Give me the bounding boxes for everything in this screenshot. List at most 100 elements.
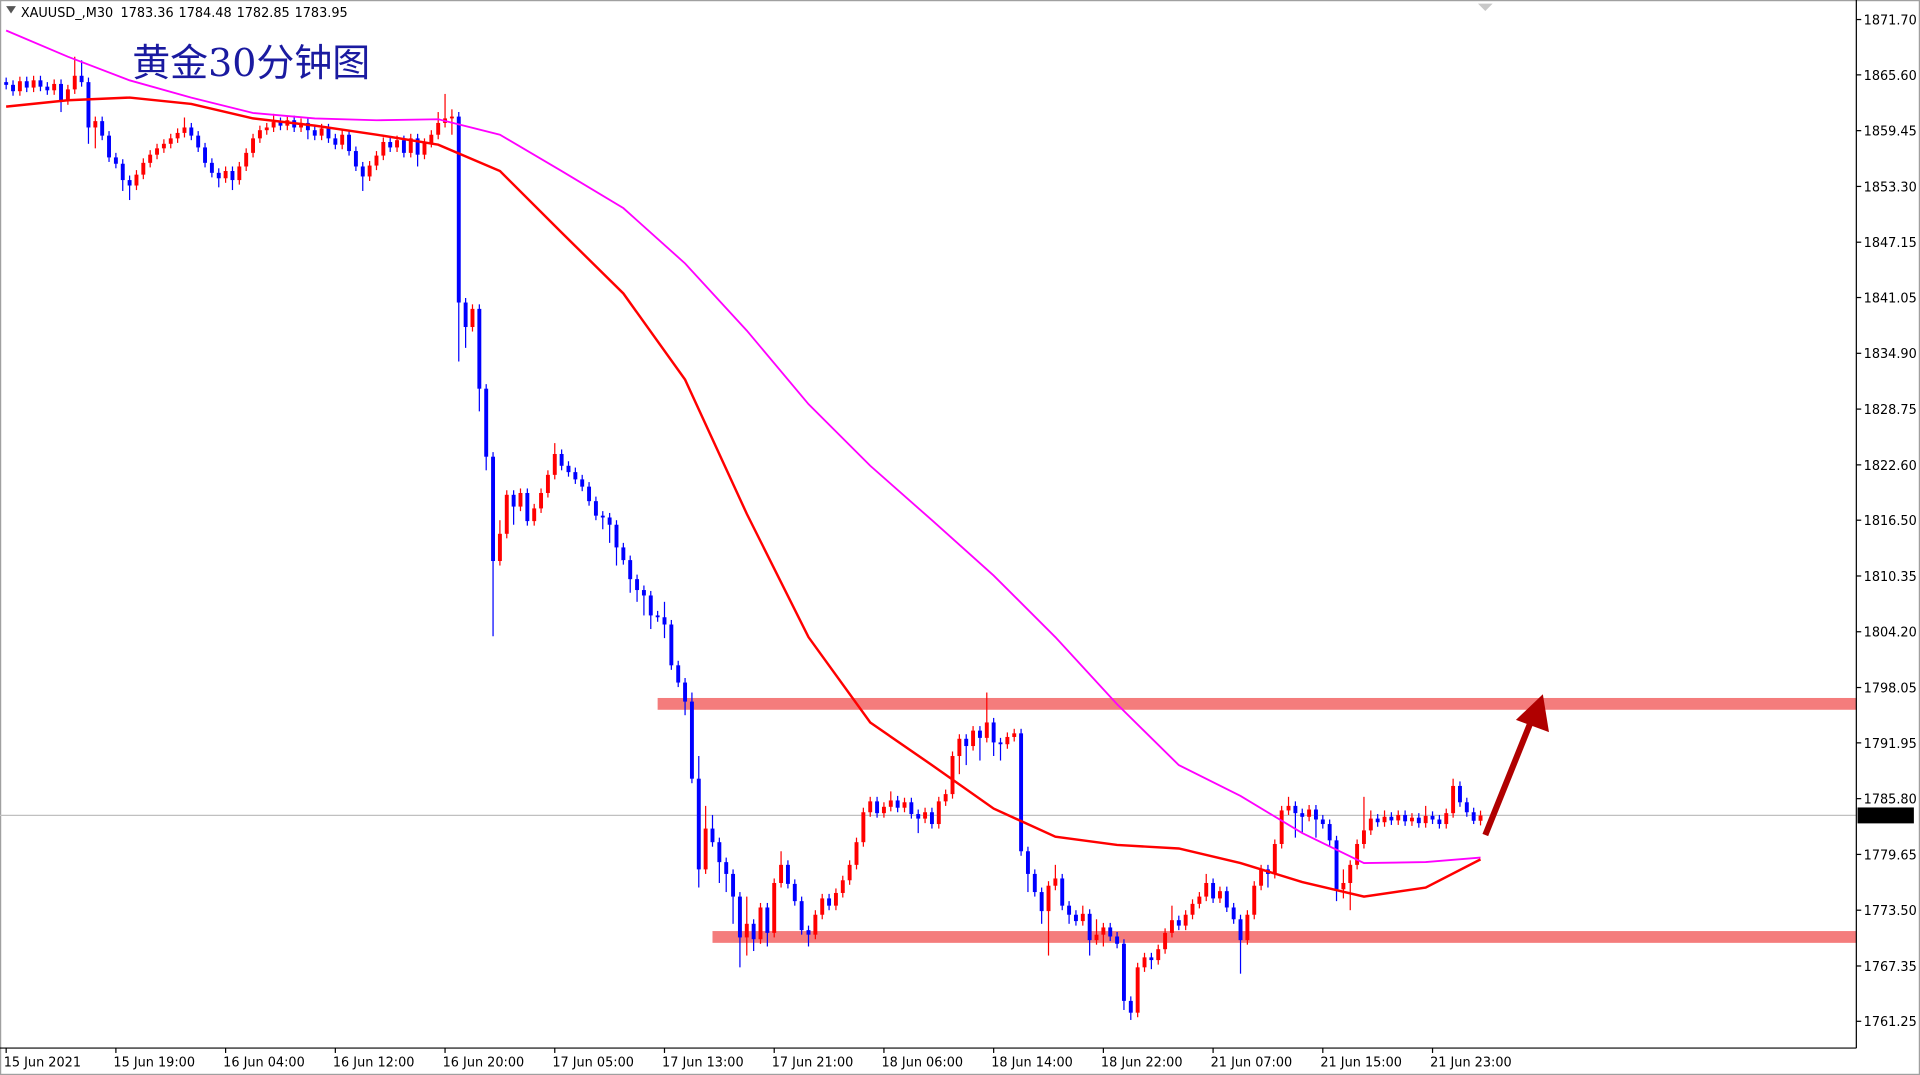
x-tick-label: 17 Jun 05:00	[552, 1055, 634, 1070]
candle-body	[237, 166, 242, 181]
candle-body	[683, 682, 688, 702]
candle-body	[1142, 957, 1147, 968]
candle-body	[1060, 878, 1065, 906]
x-tick-label: 16 Jun 20:00	[443, 1055, 525, 1070]
candle-body	[120, 163, 125, 181]
candle-body	[223, 171, 228, 179]
x-tick-label: 21 Jun 15:00	[1320, 1055, 1402, 1070]
candle-body	[648, 595, 653, 616]
price-label: 1783.95	[1861, 809, 1914, 824]
y-tick-label: 1761.25	[1864, 1015, 1917, 1030]
shift-marker	[1477, 3, 1493, 12]
candle-body	[861, 812, 866, 843]
candle-body	[792, 883, 797, 902]
candle-body	[11, 84, 15, 92]
candle-body	[923, 812, 928, 819]
candle-body	[1361, 830, 1366, 844]
x-tick-label: 18 Jun 06:00	[881, 1055, 963, 1070]
candle-body	[1423, 815, 1428, 824]
candle-body	[1005, 736, 1010, 745]
x-tick-label: 16 Jun 04:00	[223, 1055, 305, 1070]
candle-body	[24, 81, 29, 88]
candle-body	[381, 141, 386, 156]
candle-body	[1128, 1000, 1133, 1013]
candle-body	[689, 701, 694, 779]
candle-body	[141, 162, 146, 175]
symbol-header: XAUUSD_,M30 1783.36 1784.48 1782.85 1783.95	[21, 6, 348, 21]
candle-body	[72, 75, 77, 90]
candle-body	[45, 86, 50, 91]
y-tick-label: 1767.35	[1864, 960, 1917, 975]
candle-body	[312, 130, 317, 136]
low-value: 1782.85	[237, 6, 290, 21]
candle-body	[1259, 869, 1264, 886]
candle-body	[916, 814, 921, 819]
x-tick-label: 21 Jun 23:00	[1430, 1055, 1512, 1070]
candle-body	[813, 914, 818, 935]
candle-body	[1176, 920, 1181, 926]
price-band	[657, 697, 1857, 710]
y-tick-label: 1847.15	[1864, 236, 1917, 251]
candle-body	[196, 135, 201, 148]
candle-body	[854, 842, 859, 865]
candle-body	[1382, 816, 1387, 823]
candle-body	[614, 524, 619, 548]
candle-body	[875, 801, 880, 814]
candle-body	[641, 590, 646, 596]
candle-body	[353, 151, 358, 167]
candle-body	[216, 172, 221, 179]
candle-body	[278, 122, 283, 126]
candle-body	[703, 828, 708, 870]
candle-body	[909, 802, 914, 815]
candle-body	[477, 308, 482, 389]
candle-body	[244, 152, 249, 167]
candle-body	[134, 174, 139, 186]
y-tick-label: 1834.90	[1864, 347, 1917, 362]
x-tick-label: 17 Jun 21:00	[772, 1055, 854, 1070]
candle-body	[580, 479, 585, 487]
close-value: 1783.95	[295, 6, 348, 21]
candle-body	[1313, 809, 1318, 820]
candle-body	[319, 128, 324, 136]
candle-body	[573, 472, 578, 480]
candle-body	[539, 492, 544, 509]
candle-body	[395, 140, 400, 148]
candle-body	[1238, 919, 1243, 941]
candle-body	[429, 134, 434, 143]
arrow-annotation	[1482, 694, 1549, 837]
candle-body	[17, 81, 22, 92]
candle-body	[1471, 812, 1476, 821]
candle-body	[230, 171, 235, 181]
candle-body	[587, 486, 592, 502]
price-label-box	[1857, 807, 1914, 824]
y-tick-label: 1865.60	[1864, 69, 1917, 84]
candle-body	[305, 122, 310, 131]
moving-average-line	[5, 96, 1482, 898]
y-tick-label: 1828.75	[1864, 403, 1917, 418]
candle-body	[1032, 873, 1037, 893]
x-tick-label: 15 Jun 2021	[4, 1055, 81, 1070]
candle-body	[929, 812, 934, 825]
candle-body	[1149, 957, 1154, 961]
candle-body	[1019, 733, 1024, 852]
candle-body	[463, 302, 468, 328]
candle-body	[1307, 809, 1312, 817]
candle-body	[168, 138, 173, 144]
candle-body	[998, 742, 1003, 745]
y-tick-label: 1841.05	[1864, 291, 1917, 306]
candle-body	[737, 896, 742, 938]
candle-body	[1046, 885, 1051, 912]
candle-body	[65, 89, 70, 101]
candle-body	[148, 154, 153, 163]
candle-body	[868, 801, 873, 813]
candle-body	[552, 453, 557, 475]
candle-body	[1108, 927, 1113, 937]
candle-body	[4, 82, 9, 85]
candle-body	[1279, 810, 1284, 844]
candle-body	[1080, 913, 1085, 922]
x-tick-label: 21 Jun 07:00	[1211, 1055, 1293, 1070]
candle-body	[888, 800, 893, 807]
